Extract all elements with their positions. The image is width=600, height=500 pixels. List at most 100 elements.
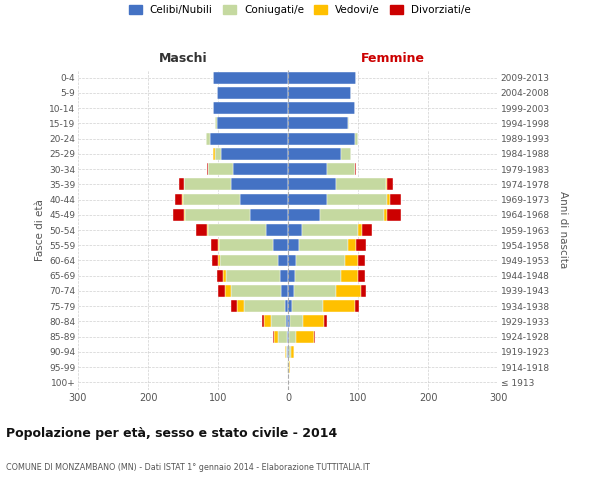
- Bar: [183, 194, 241, 205]
- Text: COMUNE DI MONZAMBANO (MN) - Dati ISTAT 1° gennaio 2014 - Elaborazione TUTTITALIA: COMUNE DI MONZAMBANO (MN) - Dati ISTAT 1…: [6, 462, 370, 471]
- Bar: [326, 163, 355, 175]
- Bar: [390, 194, 401, 205]
- Y-axis label: Fasce di età: Fasce di età: [35, 199, 45, 261]
- Bar: [215, 118, 217, 130]
- Bar: [341, 270, 358, 281]
- Bar: [284, 300, 288, 312]
- Bar: [358, 224, 361, 236]
- Bar: [288, 240, 299, 251]
- Bar: [206, 132, 209, 144]
- Bar: [287, 330, 288, 342]
- Bar: [212, 254, 218, 266]
- Text: Popolazione per età, sesso e stato civile - 2014: Popolazione per età, sesso e stato civil…: [6, 428, 337, 440]
- Bar: [288, 148, 341, 160]
- Bar: [288, 118, 347, 130]
- Bar: [356, 240, 367, 251]
- Bar: [230, 178, 288, 190]
- Bar: [346, 254, 358, 266]
- Bar: [347, 118, 349, 130]
- Bar: [293, 285, 335, 297]
- Bar: [323, 300, 355, 312]
- Bar: [355, 163, 356, 175]
- Bar: [211, 240, 218, 251]
- Bar: [288, 254, 296, 266]
- Bar: [341, 148, 351, 160]
- Bar: [287, 346, 288, 358]
- Bar: [263, 316, 271, 328]
- Bar: [185, 209, 250, 220]
- Bar: [244, 300, 284, 312]
- Bar: [217, 87, 288, 99]
- Bar: [290, 316, 303, 328]
- Bar: [278, 330, 287, 342]
- Bar: [288, 209, 320, 220]
- Bar: [288, 178, 335, 190]
- Bar: [225, 285, 230, 297]
- Bar: [296, 330, 314, 342]
- Bar: [226, 270, 280, 281]
- Bar: [208, 224, 266, 236]
- Bar: [221, 148, 288, 160]
- Bar: [289, 361, 290, 373]
- Bar: [288, 163, 326, 175]
- Bar: [250, 209, 288, 220]
- Bar: [355, 132, 358, 144]
- Bar: [302, 224, 358, 236]
- Bar: [292, 300, 323, 312]
- Bar: [384, 209, 388, 220]
- Bar: [217, 118, 288, 130]
- Bar: [287, 361, 288, 373]
- Bar: [207, 224, 208, 236]
- Bar: [184, 209, 185, 220]
- Bar: [386, 178, 388, 190]
- Bar: [288, 132, 355, 144]
- Bar: [388, 209, 401, 220]
- Bar: [355, 300, 359, 312]
- Text: Femmine: Femmine: [361, 52, 425, 65]
- Bar: [182, 194, 183, 205]
- Bar: [288, 285, 293, 297]
- Bar: [277, 254, 288, 266]
- Bar: [220, 240, 272, 251]
- Bar: [388, 178, 393, 190]
- Bar: [207, 163, 208, 175]
- Bar: [320, 209, 384, 220]
- Bar: [358, 254, 365, 266]
- Bar: [184, 178, 230, 190]
- Bar: [213, 148, 215, 160]
- Bar: [288, 361, 289, 373]
- Bar: [230, 300, 237, 312]
- Bar: [347, 240, 356, 251]
- Bar: [387, 194, 390, 205]
- Bar: [213, 102, 288, 114]
- Bar: [361, 224, 372, 236]
- Bar: [288, 224, 302, 236]
- Bar: [284, 346, 286, 358]
- Bar: [215, 148, 221, 160]
- Bar: [272, 240, 288, 251]
- Bar: [217, 270, 223, 281]
- Bar: [288, 102, 355, 114]
- Bar: [280, 270, 288, 281]
- Bar: [289, 330, 296, 342]
- Bar: [209, 132, 288, 144]
- Bar: [288, 300, 292, 312]
- Bar: [286, 346, 287, 358]
- Bar: [303, 316, 324, 328]
- Bar: [271, 316, 286, 328]
- Bar: [335, 285, 361, 297]
- Bar: [281, 285, 288, 297]
- Bar: [208, 163, 233, 175]
- Bar: [218, 240, 220, 251]
- Y-axis label: Anni di nascita: Anni di nascita: [559, 192, 568, 268]
- Bar: [266, 224, 288, 236]
- Bar: [175, 194, 182, 205]
- Bar: [361, 285, 367, 297]
- Bar: [296, 254, 346, 266]
- Bar: [335, 178, 386, 190]
- Bar: [223, 270, 226, 281]
- Text: Maschi: Maschi: [158, 52, 208, 65]
- Bar: [288, 194, 326, 205]
- Bar: [179, 178, 184, 190]
- Bar: [289, 346, 291, 358]
